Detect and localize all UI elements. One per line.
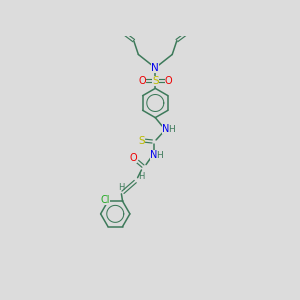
Text: S: S xyxy=(152,76,159,86)
Text: H: H xyxy=(138,172,145,181)
Text: Cl: Cl xyxy=(100,195,110,205)
Text: N: N xyxy=(152,63,159,73)
Text: H: H xyxy=(156,151,163,160)
Text: S: S xyxy=(138,136,145,146)
Text: O: O xyxy=(165,76,172,86)
Text: N: N xyxy=(150,150,158,160)
Text: H: H xyxy=(118,183,124,192)
Text: O: O xyxy=(129,153,137,163)
Text: H: H xyxy=(169,125,175,134)
Text: O: O xyxy=(138,76,146,86)
Text: N: N xyxy=(162,124,170,134)
